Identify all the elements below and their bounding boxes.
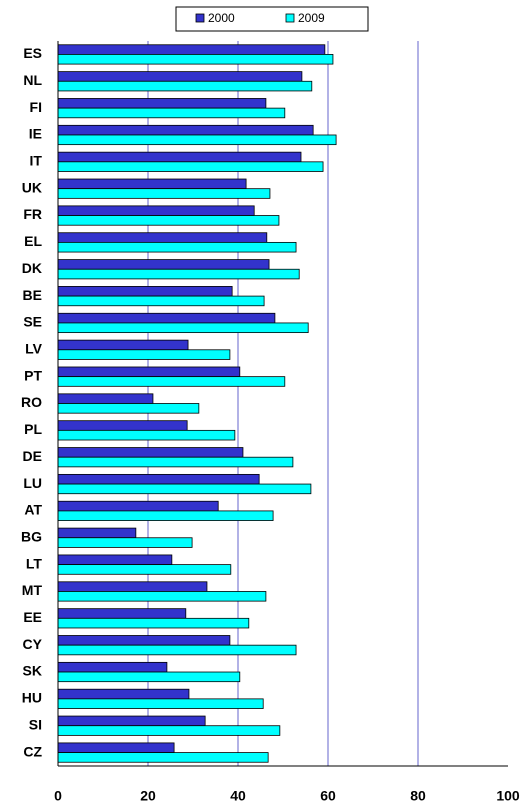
bar (57, 124, 314, 136)
bar (57, 537, 193, 548)
bar (57, 54, 334, 65)
bar (57, 241, 297, 253)
bar (57, 688, 190, 700)
bar (57, 205, 255, 216)
bar (57, 527, 137, 539)
y-tick-label: BG (21, 528, 42, 544)
x-tick-label: 0 (54, 788, 62, 804)
y-tick-label: ES (23, 45, 42, 61)
bar (57, 339, 189, 351)
x-tick-label: 100 (496, 788, 520, 804)
bar (57, 752, 269, 763)
bar (57, 554, 173, 566)
legend-swatch (195, 13, 205, 23)
bar (57, 215, 280, 226)
bar (57, 698, 264, 709)
bar (57, 98, 267, 109)
y-tick-label: FR (23, 206, 42, 222)
y-tick-label: SI (29, 716, 42, 732)
bar (57, 671, 241, 683)
y-tick-label: IE (29, 126, 42, 142)
bar (57, 564, 232, 575)
bar (57, 420, 188, 431)
y-tick-label: DE (23, 448, 42, 464)
bar (57, 661, 168, 673)
y-tick-label: LU (23, 475, 42, 491)
y-tick-label: RO (21, 394, 42, 410)
bar (57, 715, 206, 727)
x-tick-label: 20 (140, 788, 156, 804)
bar (57, 107, 286, 119)
y-tick-label: LV (25, 340, 43, 356)
bar (57, 617, 250, 629)
legend-swatch (285, 13, 295, 23)
bar (57, 151, 302, 163)
bar (57, 349, 231, 360)
bar (57, 608, 187, 619)
x-tick-label: 40 (230, 788, 246, 804)
bar (57, 447, 244, 458)
legend-label: 2009 (298, 11, 325, 25)
bar (57, 312, 276, 324)
bar (57, 232, 268, 243)
bar (57, 644, 297, 656)
bar (57, 134, 337, 146)
y-tick-label: MT (22, 582, 43, 598)
y-tick-label: LT (26, 555, 43, 571)
y-tick-label: NL (23, 72, 42, 88)
bar (57, 80, 313, 92)
y-tick-label: PT (24, 367, 42, 383)
y-tick-label: PL (24, 421, 42, 437)
bar (57, 510, 274, 521)
legend-box (175, 6, 369, 32)
x-tick-label: 60 (320, 788, 336, 804)
bar (57, 473, 260, 485)
bar (57, 366, 241, 378)
bar (57, 178, 247, 190)
y-tick-label: FI (30, 99, 42, 115)
y-tick-label: EL (24, 233, 42, 249)
y-tick-label: UK (22, 179, 42, 195)
bar (57, 456, 294, 468)
bar (57, 161, 324, 172)
y-tick-label: IT (30, 153, 43, 169)
bar (57, 376, 286, 387)
bar (57, 71, 303, 82)
bar (57, 322, 309, 334)
bar (57, 635, 231, 646)
y-tick-label: SK (23, 663, 42, 679)
bar (57, 742, 175, 753)
y-tick-label: HU (22, 690, 42, 706)
bar (57, 259, 270, 270)
bar (57, 500, 219, 512)
x-tick-label: 80 (410, 788, 426, 804)
bar (57, 393, 154, 404)
y-tick-label: SE (23, 314, 42, 330)
bar (57, 483, 312, 495)
bar (57, 725, 281, 736)
bar (57, 188, 271, 199)
bar (57, 295, 265, 307)
y-tick-label: CZ (23, 743, 42, 759)
legend-label: 2000 (208, 11, 235, 25)
bar (57, 403, 200, 414)
bar (57, 286, 233, 297)
y-tick-label: BE (23, 287, 42, 303)
y-tick-label: CY (23, 636, 43, 652)
y-tick-label: DK (22, 260, 42, 276)
bar (57, 268, 300, 280)
y-tick-label: AT (24, 502, 42, 518)
bar (57, 44, 326, 55)
bar (57, 581, 208, 592)
y-tick-label: EE (23, 609, 42, 625)
bar (57, 429, 236, 441)
bar (57, 591, 267, 602)
